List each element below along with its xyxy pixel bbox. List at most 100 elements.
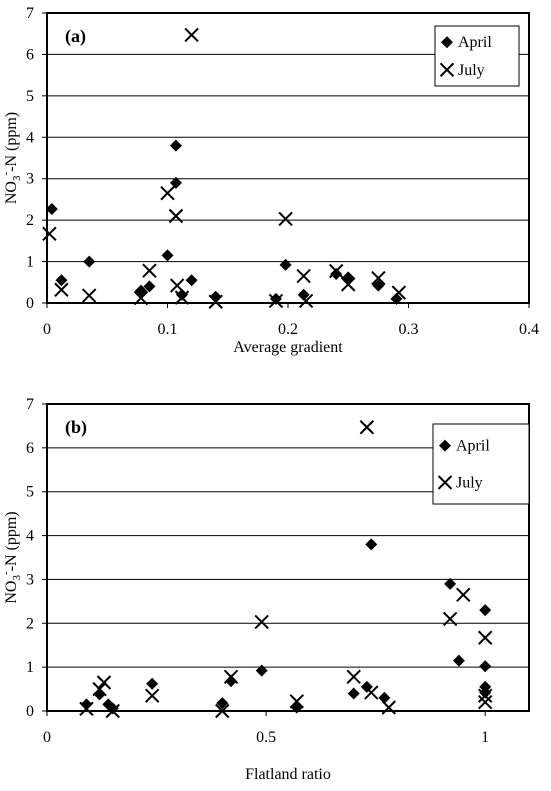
data-point-diamond — [378, 691, 391, 704]
data-point-x — [381, 700, 396, 715]
data-point-diamond — [83, 255, 96, 268]
data-point-x — [477, 695, 493, 710]
data-point-x — [289, 694, 304, 709]
panel-b: 0 1 2 3 4 5 6 7 0 0.5 1 (b) April July Flatland ratio N… — [0, 396, 530, 783]
x-axis-title: Average gradient — [233, 339, 343, 356]
data-point-x — [371, 270, 386, 286]
panel-a: 0 1 2 3 4 5 6 7 0 0.1 0.2 0.3 0.4 (a) April July Average… — [0, 5, 539, 356]
data-point-diamond — [216, 697, 229, 710]
data-point-diamond — [134, 284, 147, 297]
data-point-x — [328, 263, 344, 279]
data-point-x — [92, 681, 107, 697]
y-tick-label: 5 — [26, 484, 34, 501]
data-point-diamond — [161, 249, 174, 262]
data-point-x — [215, 703, 230, 719]
data-point-diamond — [452, 654, 465, 667]
y-title-main: NO — [3, 581, 20, 604]
data-point-x — [184, 27, 199, 43]
data-point-diamond — [347, 687, 360, 700]
data-point-x — [223, 669, 239, 684]
legend: April July — [432, 423, 530, 505]
data-point-x — [208, 294, 223, 309]
y-tick-label: 7 — [26, 5, 34, 22]
data-point-x — [42, 226, 57, 242]
data-point-x — [142, 263, 157, 278]
data-point-x — [298, 293, 314, 309]
data-point-diamond — [185, 274, 198, 287]
x-tick-label: 0 — [43, 321, 51, 338]
series-april — [45, 139, 403, 305]
data-point-x — [144, 688, 160, 703]
y-tick-label: 0 — [26, 703, 34, 720]
data-point-diamond — [372, 279, 385, 292]
data-point-x — [160, 186, 175, 201]
data-point-x — [359, 420, 375, 435]
x-tick-label: 0 — [43, 729, 51, 746]
data-point-diamond — [225, 675, 238, 688]
legend-x-marker — [439, 62, 455, 78]
y-axis-title: NO3--N (ppm) — [0, 511, 23, 603]
plot-area-frame — [46, 403, 530, 712]
y-tick-label: 3 — [26, 571, 34, 588]
panel-label: (a) — [65, 26, 86, 47]
y-tick-label: 6 — [26, 46, 34, 63]
y-title-subscript: 3 — [11, 175, 23, 181]
data-point-x — [133, 290, 149, 306]
y-tick-label: 5 — [26, 88, 34, 105]
panel-label: (b) — [65, 417, 87, 438]
legend-label: April — [456, 438, 490, 455]
legend-x-marker — [437, 475, 453, 490]
x-tick-label: 0.2 — [278, 321, 298, 338]
y-tick-label: 4 — [26, 528, 34, 545]
data-point-x — [477, 630, 493, 645]
data-point-diamond — [169, 139, 182, 152]
legend-label: July — [458, 62, 485, 79]
y-title-main: NO — [3, 181, 20, 204]
data-point-diamond — [479, 604, 492, 617]
legend-label: April — [458, 34, 492, 51]
data-point-x — [442, 611, 458, 627]
data-point-x — [268, 293, 284, 309]
legend-diamond-marker — [441, 36, 453, 49]
data-point-x — [364, 685, 379, 700]
y-tick-label: 1 — [26, 254, 34, 271]
x-tick-label: 0.4 — [519, 321, 539, 338]
series-april — [80, 538, 492, 715]
x-tick-label: 0.1 — [158, 321, 178, 338]
y-tick-label: 7 — [26, 396, 34, 413]
y-tick-label: 3 — [26, 171, 34, 188]
y-tick-label: 2 — [26, 212, 34, 229]
y-title-rest: -N (ppm) — [3, 511, 20, 571]
y-title-rest: -N (ppm) — [3, 112, 20, 172]
data-point-diamond — [106, 702, 119, 715]
y-title-subscript: 3 — [11, 575, 23, 581]
data-point-diamond — [297, 288, 310, 301]
series-july — [79, 420, 493, 719]
data-point-x — [96, 675, 112, 690]
legend: April July — [434, 25, 520, 87]
data-point-diamond — [279, 258, 292, 271]
data-point-diamond — [146, 677, 159, 690]
data-point-x — [477, 688, 493, 703]
data-point-x — [391, 285, 407, 300]
data-point-diamond — [390, 292, 403, 305]
data-point-x — [456, 587, 471, 602]
data-point-diamond — [479, 686, 492, 699]
data-point-diamond — [269, 292, 282, 305]
data-point-x — [296, 268, 311, 284]
y-tick-label: 0 — [26, 295, 34, 312]
data-point-x — [79, 701, 94, 717]
data-point-diamond — [45, 202, 58, 215]
y-title-superscript: - — [0, 571, 12, 575]
x-tick-label: 1 — [481, 729, 489, 746]
series-july — [42, 27, 407, 309]
y-tick-label: 2 — [26, 615, 34, 632]
x-axis-title: Flatland ratio — [245, 766, 331, 783]
data-point-x — [278, 211, 293, 227]
x-tick-label: 0.3 — [399, 321, 419, 338]
data-point-x — [169, 278, 185, 293]
data-point-x — [81, 288, 97, 303]
data-point-diamond — [55, 274, 68, 287]
data-point-diamond — [169, 176, 182, 189]
